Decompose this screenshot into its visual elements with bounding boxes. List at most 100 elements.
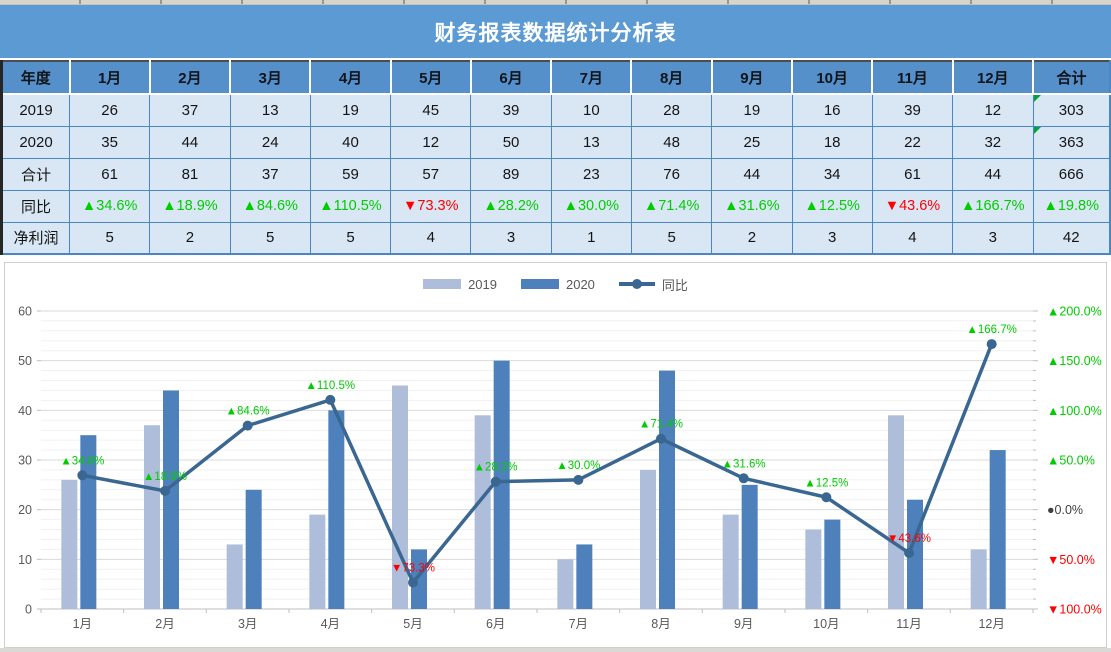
table-cell: 37	[149, 93, 231, 127]
table-cell: 3	[952, 221, 1034, 255]
table-row-label: 合计	[1, 157, 70, 191]
legend-item-2020[interactable]: 2020	[520, 277, 595, 292]
bar-2019	[805, 529, 822, 609]
table-cell: 35	[68, 125, 151, 159]
line-series-同比: ▲34.6% ▲18.9% ▲84.6% ▲110.5% ▼73.3% ▲28.2% ▲30…	[60, 324, 1017, 588]
left-axis-label: 50	[18, 354, 32, 368]
left-axis-label: 40	[18, 404, 32, 418]
x-axis-labels: 1月 2月 3月 4月 5月 6月 7月 8月 9月 10月 11月 12月	[73, 617, 1005, 631]
bar-2019	[226, 544, 243, 609]
table-col-header: 年度	[1, 61, 71, 95]
trend-line	[80, 342, 994, 585]
data-table: 年度 1月 2月 3月 4月 5月 6月 7月 8月 9月 10月 11月 12月 合计 2019 26 37…	[0, 60, 1111, 255]
table-body: 2019 26 37 13 19 45 39 10 28 19 16 39 12 303 2020 35 44 2…	[1, 93, 1111, 255]
table-cell: 42	[1032, 221, 1111, 255]
left-axis-label: 0	[25, 603, 32, 617]
line-marker	[490, 476, 501, 487]
legend-swatch-icon	[423, 279, 462, 289]
line-marker	[408, 577, 418, 588]
table-cell: ▲30.0%	[550, 189, 632, 223]
table-cell: 19	[711, 93, 793, 127]
legend-item-2019[interactable]: 2019	[423, 277, 497, 292]
table-cell: 303	[1032, 93, 1111, 127]
table-col-header: 2月	[149, 61, 232, 95]
table-col-header: 6月	[470, 61, 553, 95]
bar-2019	[144, 425, 160, 609]
line-marker	[904, 547, 914, 558]
table-cell: 3	[470, 221, 552, 255]
line-data-label: ▲12.5%	[804, 477, 848, 489]
right-axis-label: ▲200.0%	[1047, 305, 1102, 319]
bar-2019	[309, 514, 326, 609]
table-cell: 26	[68, 93, 151, 127]
table-cell: 22	[871, 125, 954, 159]
table-cell: 48	[630, 125, 713, 159]
line-data-label: ▲84.6%	[226, 406, 270, 418]
legend-label: 同比	[661, 277, 688, 293]
left-axis-label: 20	[18, 503, 32, 517]
table-cell: 2	[711, 221, 793, 255]
table-row-label: 2020	[1, 125, 70, 159]
table-cell: ▲166.7%	[952, 189, 1034, 223]
table-cell: 32	[952, 125, 1034, 159]
table-col-header: 合计	[1033, 61, 1110, 95]
table-cell: ▲34.6%	[68, 189, 151, 223]
table-cell: 57	[390, 157, 472, 191]
table-cell: 28	[630, 93, 713, 127]
table-cell: 59	[309, 157, 392, 191]
table-cell: ▲12.5%	[791, 189, 873, 223]
bar-2020	[328, 410, 345, 609]
table-cell: 18	[791, 125, 873, 159]
x-axis-label: 8月	[651, 617, 670, 631]
table-col-header: 9月	[711, 61, 794, 95]
line-marker	[325, 394, 336, 405]
bar-2020	[493, 360, 510, 609]
table-row: 2019 26 37 13 19 45 39 10 28 19 16 39 12 303	[1, 93, 1111, 127]
table-col-header: 12月	[952, 61, 1035, 95]
x-axis-label: 9月	[734, 617, 753, 631]
line-data-label: ▲30.0%	[556, 460, 600, 472]
left-axis-label: 30	[18, 454, 32, 468]
table-cell: 363	[1032, 125, 1111, 159]
table-cell: 12	[952, 93, 1034, 127]
table-cell: 13	[229, 93, 311, 127]
table-cell: 44	[149, 125, 231, 159]
bar-2020	[245, 489, 262, 609]
table-cell: 34	[791, 157, 873, 191]
x-axis-label: 10月	[813, 617, 839, 631]
line-marker	[821, 492, 832, 503]
line-marker	[160, 485, 170, 496]
legend-item-同比[interactable]: 同比	[618, 275, 688, 294]
table-cell: 3	[791, 221, 873, 255]
axes	[37, 310, 1038, 613]
table-cell: 4	[390, 221, 472, 255]
table-col-header: 10月	[792, 61, 874, 95]
table-cell: 89	[470, 157, 552, 191]
bar-2020	[741, 484, 758, 609]
table-cell: 61	[871, 157, 954, 191]
bar-2020	[659, 370, 675, 609]
bar-2020	[989, 450, 1006, 609]
right-axis-labels: ▲200.0% ▲150.0% ▲100.0% ▲50.0% ●0.0% ▼50.0% ▼1…	[1047, 305, 1102, 617]
right-axis-label: ▲50.0%	[1047, 454, 1095, 468]
bar-2019	[970, 549, 987, 609]
table-cell: 25	[711, 125, 793, 159]
bar-2020	[824, 519, 841, 609]
line-marker	[242, 420, 253, 431]
chart-legend: 2019 2020 同比	[5, 275, 1106, 293]
left-axis-label: 60	[18, 305, 32, 319]
table-col-header: 11月	[872, 61, 954, 95]
bar-2019	[722, 514, 739, 609]
page-title: 财务报表数据统计分析表	[0, 5, 1111, 60]
bar-2020	[576, 544, 593, 609]
line-marker	[77, 470, 88, 481]
bar-2019	[474, 415, 491, 609]
table-cell: 12	[390, 125, 472, 159]
table-cell: 10	[550, 93, 632, 127]
bar-2019	[392, 385, 408, 609]
x-axis-label: 4月	[321, 617, 340, 631]
line-data-label: ▲34.6%	[60, 455, 104, 467]
table-cell: 2	[149, 221, 231, 255]
table-col-header: 3月	[230, 61, 312, 95]
